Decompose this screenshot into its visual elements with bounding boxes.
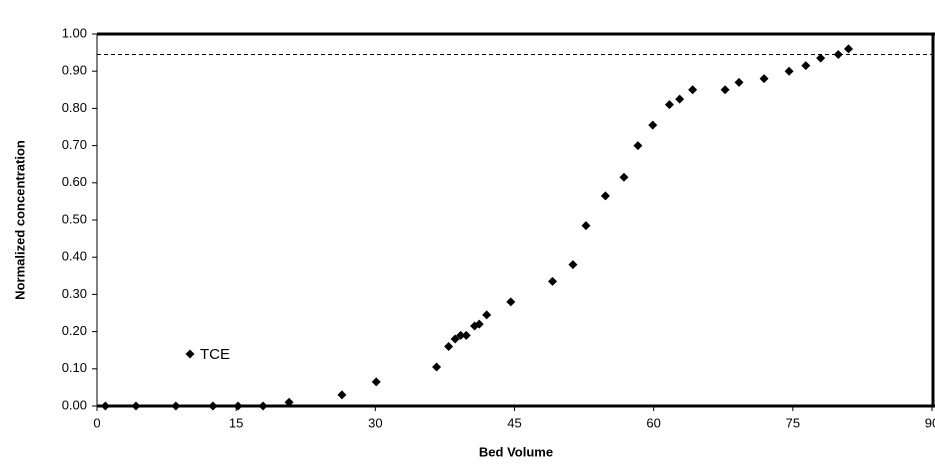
point	[456, 330, 466, 340]
y-tick-label: 0.80	[62, 100, 87, 115]
point	[450, 334, 460, 344]
point	[688, 85, 698, 95]
x-tick-label: 0	[93, 415, 100, 430]
y-tick-label: 0.60	[62, 174, 87, 189]
legend-marker	[185, 349, 195, 359]
y-tick-label: 0.50	[62, 211, 87, 226]
x-tick-label: 15	[229, 415, 243, 430]
point	[461, 330, 471, 340]
point	[100, 401, 110, 411]
x-tick-label: 45	[507, 415, 521, 430]
x-tick-label: 90	[925, 415, 935, 430]
y-axis-title: Normalized concentration	[12, 140, 27, 300]
point	[432, 362, 442, 372]
point	[482, 310, 492, 320]
x-tick-label: 75	[786, 415, 800, 430]
point	[759, 74, 769, 84]
point	[284, 397, 294, 407]
point	[474, 319, 484, 329]
point	[258, 401, 268, 411]
point	[171, 401, 181, 411]
y-tick-label: 0.70	[62, 137, 87, 152]
point	[581, 221, 591, 231]
point	[801, 61, 811, 71]
y-tick-label: 0.30	[62, 286, 87, 301]
y-tick-label: 0.10	[62, 360, 87, 375]
point	[833, 49, 843, 59]
point	[337, 390, 347, 400]
point	[648, 120, 658, 130]
point	[633, 141, 643, 151]
y-tick-label: 0.20	[62, 323, 87, 338]
y-tick-label: 1.00	[62, 25, 87, 40]
point	[816, 53, 826, 63]
point	[568, 260, 578, 270]
point	[506, 297, 516, 307]
point	[844, 44, 853, 54]
y-tick-label: 0.40	[62, 249, 87, 264]
x-tick-label: 30	[368, 415, 382, 430]
x-tick-label: 60	[646, 415, 660, 430]
point	[664, 100, 674, 110]
point	[619, 172, 629, 182]
point	[233, 401, 243, 411]
legend-label: TCE	[200, 346, 230, 363]
point	[720, 85, 730, 95]
point	[371, 377, 381, 387]
point	[675, 94, 685, 104]
y-tick-label: 0.90	[62, 63, 87, 78]
point	[131, 401, 141, 411]
point	[208, 401, 218, 411]
point	[734, 77, 744, 87]
point	[600, 191, 610, 201]
point	[548, 276, 558, 286]
x-axis-title: Bed Volume	[479, 444, 553, 459]
y-tick-label: 0.00	[62, 397, 87, 412]
point	[784, 66, 794, 76]
point	[444, 341, 454, 351]
